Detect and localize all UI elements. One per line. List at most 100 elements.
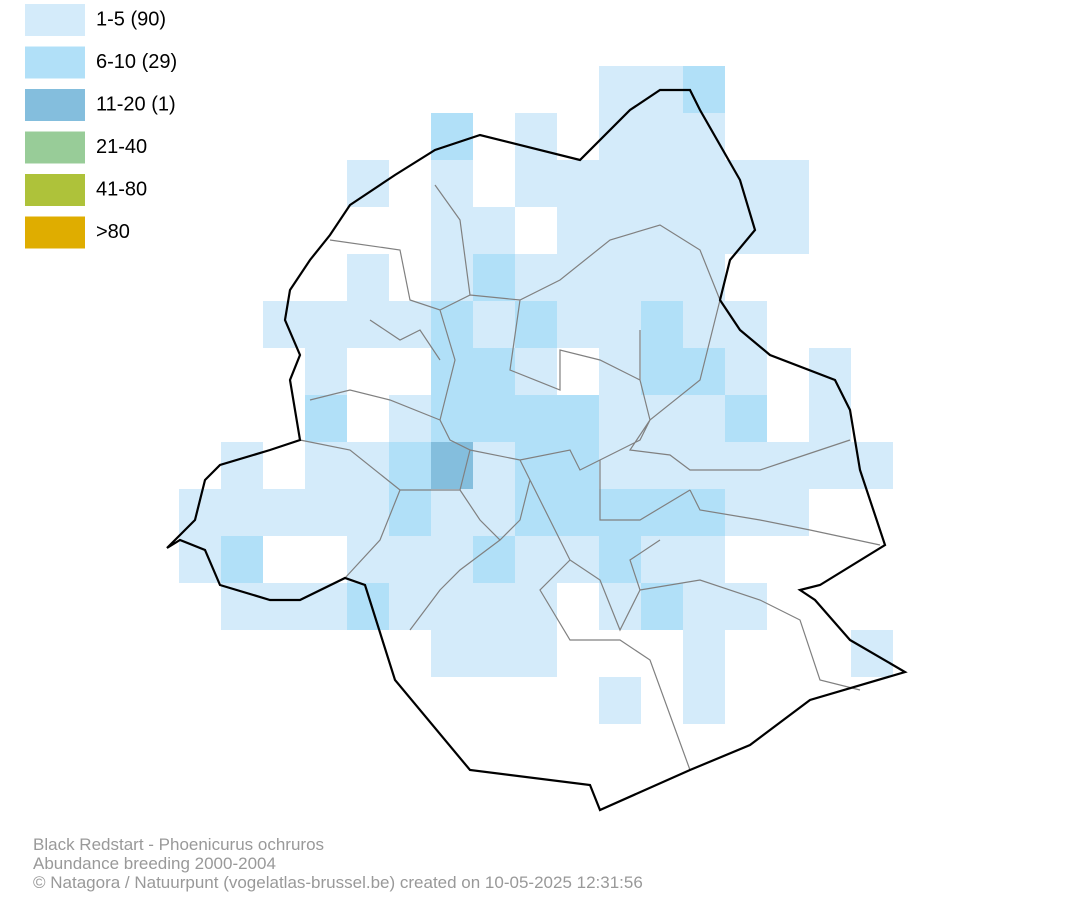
grid-cell <box>305 489 347 536</box>
legend-swatch <box>25 89 85 121</box>
grid-cell <box>725 395 767 442</box>
grid-cell <box>767 207 809 254</box>
grid-cell <box>557 207 599 254</box>
grid-cell <box>599 66 641 113</box>
grid-cell <box>347 301 389 348</box>
grid-cell <box>641 442 683 489</box>
footer-line: Abundance breeding 2000-2004 <box>33 854 276 873</box>
grid-cell <box>515 536 557 583</box>
grid-cells <box>179 66 893 724</box>
grid-cell <box>641 160 683 207</box>
grid-cell <box>347 254 389 301</box>
grid-cell <box>599 442 641 489</box>
grid-cell <box>683 348 725 395</box>
legend-label: 1-5 (90) <box>96 8 166 30</box>
grid-cell <box>431 254 473 301</box>
grid-cell <box>431 630 473 677</box>
grid-cell <box>305 395 347 442</box>
grid-cell <box>557 395 599 442</box>
grid-cell <box>725 207 767 254</box>
grid-cell <box>683 677 725 724</box>
grid-cell <box>221 489 263 536</box>
grid-cell <box>683 160 725 207</box>
grid-cell <box>683 583 725 630</box>
legend-swatch <box>25 216 85 249</box>
grid-cell <box>641 395 683 442</box>
grid-cell <box>305 301 347 348</box>
grid-cell <box>431 583 473 630</box>
grid-cell <box>431 395 473 442</box>
grid-cell <box>557 301 599 348</box>
grid-cell <box>221 536 263 583</box>
grid-cell <box>263 301 305 348</box>
legend-label: 6-10 (29) <box>96 51 177 73</box>
grid-cell <box>725 442 767 489</box>
footer: Black Redstart - Phoenicurus ochrurosAbu… <box>33 835 643 892</box>
grid-cell <box>641 113 683 160</box>
grid-cell <box>683 489 725 536</box>
legend: 1-5 (90) 6-10 (29) 11-20 (1) 21-40 41-80 >80 <box>25 4 177 249</box>
grid-cell <box>599 348 641 395</box>
grid-cell <box>851 442 893 489</box>
grid-cell <box>221 583 263 630</box>
grid-cell <box>431 489 473 536</box>
grid-cell <box>809 395 851 442</box>
grid-cell <box>179 536 221 583</box>
grid-cell <box>725 348 767 395</box>
grid-cell <box>473 630 515 677</box>
grid-cell <box>515 442 557 489</box>
legend-label: 41-80 <box>96 178 147 200</box>
grid-cell <box>305 583 347 630</box>
grid-cell <box>599 536 641 583</box>
legend-label: 11-20 (1) <box>96 93 176 115</box>
grid-cell <box>515 395 557 442</box>
legend-label: 21-40 <box>96 136 147 158</box>
grid-cell <box>599 160 641 207</box>
grid-cell <box>683 442 725 489</box>
grid-cell <box>809 442 851 489</box>
grid-cell <box>473 348 515 395</box>
grid-cell <box>641 301 683 348</box>
grid-cell <box>557 489 599 536</box>
grid-cell <box>599 254 641 301</box>
grid-cell <box>263 583 305 630</box>
grid-cell <box>389 489 431 536</box>
grid-cell <box>473 442 515 489</box>
grid-cell <box>305 442 347 489</box>
grid-cell <box>347 536 389 583</box>
grid-cell <box>473 301 515 348</box>
footer-line: Black Redstart - Phoenicurus ochruros <box>33 835 324 854</box>
grid-cell <box>473 583 515 630</box>
grid-cell <box>641 254 683 301</box>
grid-cell <box>431 160 473 207</box>
grid-cell <box>389 583 431 630</box>
grid-cell <box>473 254 515 301</box>
grid-cell <box>557 536 599 583</box>
grid-cell <box>515 160 557 207</box>
region-border <box>166 88 908 812</box>
grid-cell <box>473 207 515 254</box>
grid-cell <box>599 395 641 442</box>
grid-cell <box>683 207 725 254</box>
grid-cell <box>431 536 473 583</box>
grid-cell <box>347 583 389 630</box>
grid-cell <box>431 301 473 348</box>
legend-swatch <box>25 46 85 79</box>
grid-cell <box>683 113 725 160</box>
grid-cell <box>599 301 641 348</box>
grid-cell <box>473 536 515 583</box>
municipal-borders <box>299 184 881 771</box>
grid-cell <box>473 489 515 536</box>
grid-cell <box>683 254 725 301</box>
grid-cell <box>431 207 473 254</box>
legend-swatch <box>25 4 85 36</box>
grid-cell <box>683 630 725 677</box>
grid-cell <box>473 395 515 442</box>
grid-cell <box>389 536 431 583</box>
grid-cell <box>599 489 641 536</box>
grid-cell <box>767 160 809 207</box>
grid-cell <box>389 442 431 489</box>
grid-cell <box>515 348 557 395</box>
